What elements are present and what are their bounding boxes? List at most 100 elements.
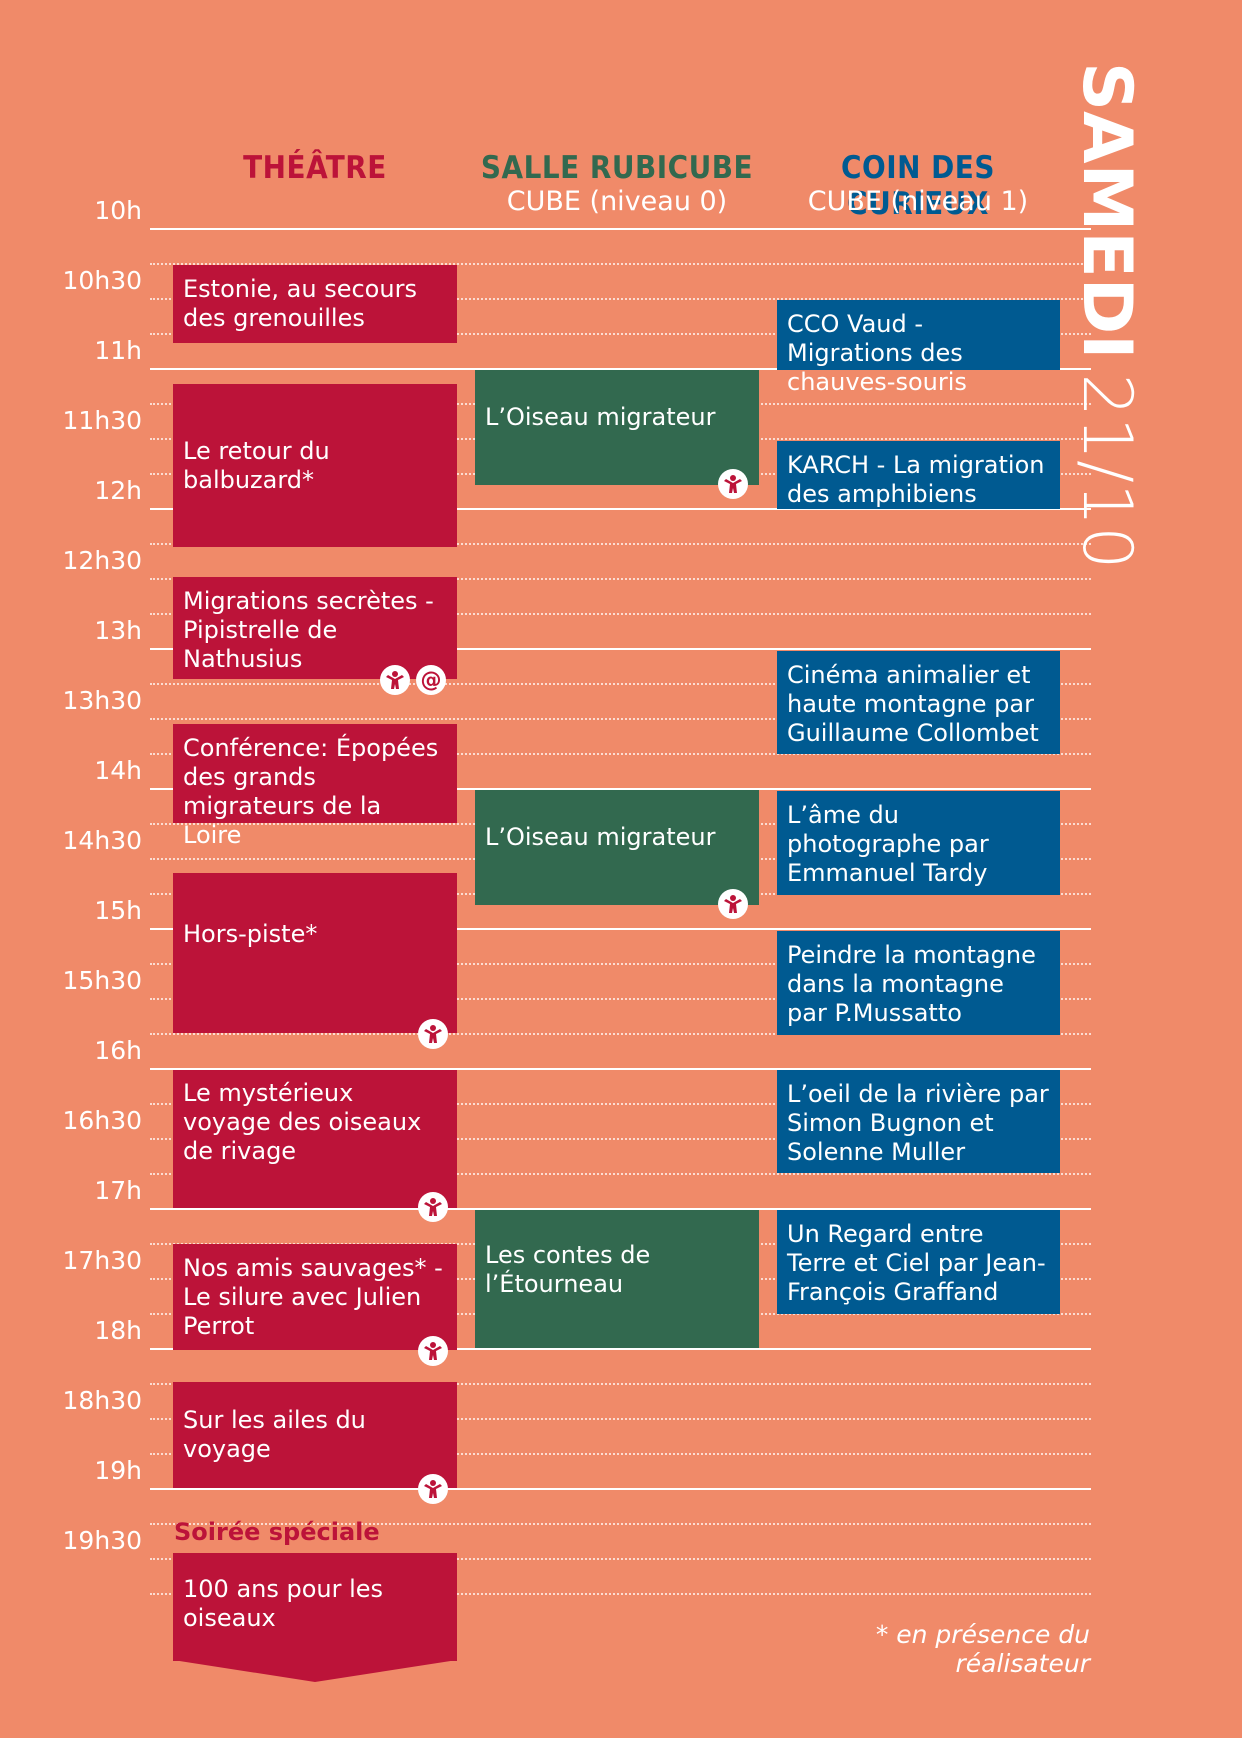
timeline-line	[150, 1208, 1091, 1210]
column-title-rubicube: SALLE RUBICUBE	[480, 150, 754, 186]
timeline-line	[150, 1453, 1091, 1455]
event-title: L’Oiseau migrateur	[485, 403, 716, 431]
event-title: Estonie, au secours des grenouilles	[183, 275, 417, 332]
event-theatre-2[interactable]: Le retour du balbuzard*	[173, 384, 457, 547]
time-label: 14h	[94, 756, 142, 785]
timeline-line	[150, 1173, 1091, 1175]
footnote: * en présence du réalisateur	[875, 1620, 1090, 1678]
timeline-line	[150, 998, 1091, 1000]
event-curieux-1[interactable]: CCO Vaud - Migrations des chauves-souris	[777, 300, 1060, 396]
event-title: Hors-piste*	[183, 919, 318, 948]
event-curieux-4[interactable]: L’âme du photographe par Emmanuel Tardy	[777, 791, 1060, 895]
time-label: 18h30	[62, 1386, 142, 1415]
timeline-line	[150, 228, 1091, 230]
event-title: KARCH - La migration des amphibiens	[787, 451, 1045, 508]
event-title: Le mystérieux voyage des oiseaux de riva…	[183, 1078, 422, 1165]
event-curieux-2[interactable]: KARCH - La migration des amphibiens	[777, 441, 1060, 509]
time-label: 16h30	[62, 1106, 142, 1135]
special-evening-label: Soirée spéciale	[174, 1518, 380, 1546]
time-label: 17h	[94, 1176, 142, 1205]
family-icon	[718, 889, 748, 919]
time-label: 11h	[94, 336, 142, 365]
time-label: 11h30	[62, 406, 142, 435]
event-title: Le retour du balbuzard*	[183, 436, 330, 494]
arrow-down-icon	[173, 1660, 457, 1682]
event-rubicube-3[interactable]: Les contes de l’Étourneau	[475, 1210, 759, 1348]
timeline-line	[150, 963, 1091, 965]
time-label: 16h	[94, 1036, 142, 1065]
timeline-line	[150, 263, 1091, 265]
timeline-line	[150, 788, 1091, 790]
event-title: Cinéma animalier et haute montagne par G…	[787, 661, 1039, 747]
event-title: L’Oiseau migrateur	[485, 823, 716, 851]
time-label: 17h30	[62, 1246, 142, 1275]
timeline-line	[150, 1418, 1091, 1420]
family-icon	[418, 1019, 448, 1049]
event-theatre-4[interactable]: Conférence: Épopées des grands migrateur…	[173, 724, 457, 849]
event-rubicube-2[interactable]: L’Oiseau migrateur	[475, 790, 759, 905]
event-title: Peindre la montagne dans la montagne par…	[787, 941, 1036, 1027]
timeline-line	[150, 683, 1091, 685]
event-title: L’âme du photographe par Emmanuel Tardy	[787, 801, 989, 887]
time-label: 10h30	[62, 266, 142, 295]
timeline-line	[150, 1593, 1091, 1595]
family-icon	[418, 1474, 448, 1504]
time-label: 14h30	[62, 826, 142, 855]
event-theatre-7[interactable]: Nos amis sauvages* - Le silure avec Juli…	[173, 1244, 457, 1350]
time-label: 13h30	[62, 686, 142, 715]
timeline-line	[150, 928, 1091, 930]
timeline-line	[150, 298, 1091, 300]
event-theatre-6[interactable]: Le mystérieux voyage des oiseaux de riva…	[173, 1070, 457, 1208]
timeline-line	[150, 578, 1091, 580]
event-title: Conférence: Épopées des grands migrateur…	[183, 734, 439, 849]
event-curieux-7[interactable]: Un Regard entre Terre et Ciel par Jean-F…	[777, 1210, 1060, 1314]
event-theatre-5[interactable]: Hors-piste*	[173, 873, 457, 1033]
event-curieux-3[interactable]: Cinéma animalier et haute montagne par G…	[777, 651, 1060, 754]
time-label: 15h	[94, 896, 142, 925]
event-title: Un Regard entre Terre et Ciel par Jean-F…	[787, 1220, 1046, 1306]
timeline-line	[150, 1033, 1091, 1035]
column-subtitle-rubicube: CUBE (niveau 0)	[506, 186, 728, 217]
event-title: CCO Vaud - Migrations des chauves-souris	[787, 310, 967, 396]
event-title: Nos amis sauvages* - Le silure avec Juli…	[183, 1254, 443, 1340]
timeline-line	[150, 333, 1091, 335]
timeline-line	[150, 648, 1091, 650]
timeline-line	[150, 368, 1091, 370]
time-label: 19h30	[62, 1526, 142, 1555]
family-icon	[418, 1336, 448, 1366]
time-label: 10h	[94, 196, 142, 225]
event-title: Les contes de l’Étourneau	[485, 1241, 651, 1298]
time-label: 15h30	[62, 966, 142, 995]
time-label: 12h	[94, 476, 142, 505]
event-curieux-6[interactable]: L’oeil de la rivière par Simon Bugnon et…	[777, 1070, 1060, 1173]
event-title: Sur les ailes du voyage	[183, 1406, 366, 1463]
event-theatre-1[interactable]: Estonie, au secours des grenouilles	[173, 265, 457, 343]
event-title: Migrations secrètes - Pipistrelle de Nat…	[183, 587, 434, 673]
timeline-line	[150, 1558, 1091, 1560]
timeline-line	[150, 1523, 1091, 1525]
time-label: 19h	[94, 1456, 142, 1485]
event-theatre-8[interactable]: Sur les ailes du voyage	[173, 1382, 457, 1488]
timeline-line	[150, 1103, 1091, 1105]
timeline-line	[150, 1138, 1091, 1140]
timeline-line	[150, 613, 1091, 615]
timeline-line	[150, 1488, 1091, 1490]
family-icon	[380, 665, 410, 695]
timeline-line	[150, 543, 1091, 545]
timeline-line	[150, 1068, 1091, 1070]
family-icon	[418, 1192, 448, 1222]
event-title: L’oeil de la rivière par Simon Bugnon et…	[787, 1080, 1049, 1166]
family-icon	[718, 469, 748, 499]
event-theatre-9[interactable]: 100 ans pour les oiseaux	[173, 1553, 457, 1661]
timeline-line	[150, 718, 1091, 720]
day-name: SAMEDI	[1067, 62, 1146, 360]
column-title-theatre: THÉÂTRE	[243, 150, 387, 186]
timeline-line	[150, 508, 1091, 510]
column-subtitle-curieux: CUBE (niveau 1)	[807, 186, 1029, 217]
timeline-line	[150, 1348, 1091, 1350]
timeline-line	[150, 1383, 1091, 1385]
event-theatre-3[interactable]: Migrations secrètes - Pipistrelle de Nat…	[173, 577, 457, 679]
timeline-line	[150, 753, 1091, 755]
event-rubicube-1[interactable]: L’Oiseau migrateur	[475, 370, 759, 485]
event-curieux-5[interactable]: Peindre la montagne dans la montagne par…	[777, 931, 1060, 1035]
